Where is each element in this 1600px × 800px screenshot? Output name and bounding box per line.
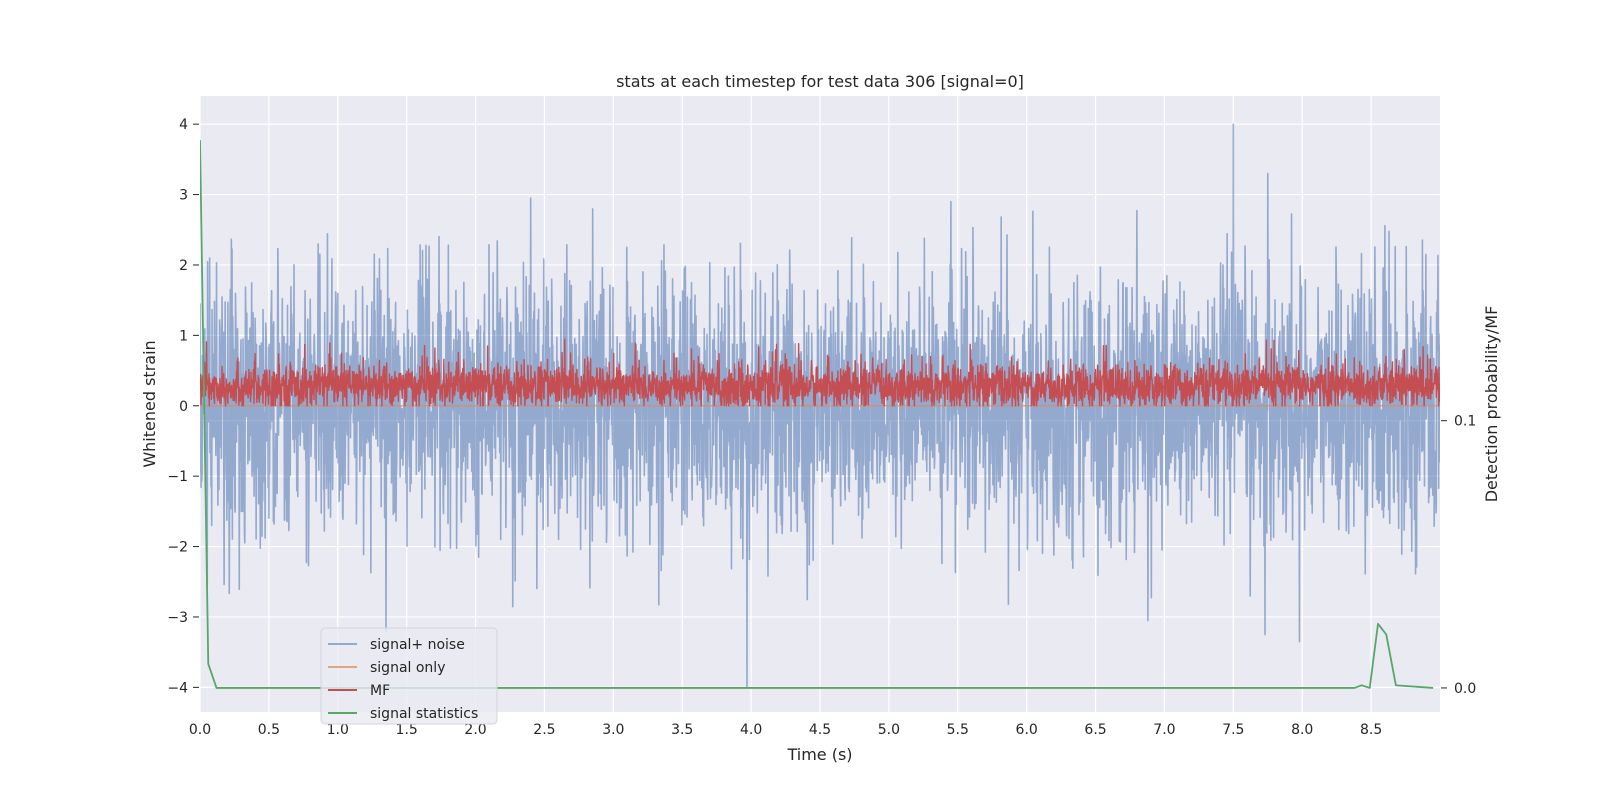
x-tick-label: 4.0 [740,722,762,738]
x-tick-label: 8.0 [1291,722,1313,738]
chart-title: stats at each timestep for test data 306… [616,72,1024,91]
series-line-signal-noise [200,123,1440,689]
legend-box [320,627,498,725]
x-tick-label: 6.0 [1016,722,1038,738]
x-axis-label: Time (s) [786,745,852,764]
legend-label: signal only [370,660,445,676]
y-tick-label: −4 [167,680,188,696]
legend-label: MF [370,683,390,699]
y-tick-label: 3 [179,188,188,204]
x-tick-label: 7.0 [1153,722,1175,738]
y-axis-right: 0.1 0.0 [1441,414,1476,697]
series-line-signal-statistics [200,140,1434,689]
x-tick-label: 6.5 [1084,722,1106,738]
x-tick-label: 3.0 [602,722,624,738]
y-axis-left: 4 3 2 1 0 −1 −2 −3 −4 [167,117,199,696]
x-tick-label: 0.5 [258,722,280,738]
series-line-mf [200,338,1440,407]
x-tick-label: 5.5 [947,722,969,738]
x-tick-label: 1.0 [327,722,349,738]
y2-tick-label: 0.0 [1454,681,1476,697]
series-layer [200,123,1440,689]
y2-tick-label: 0.1 [1454,414,1476,430]
x-tick-label: 5.0 [878,722,900,738]
plot-area [200,123,1440,689]
x-tick-label: 4.5 [809,722,831,738]
y-tick-label: 1 [179,328,188,344]
legend-label: signal+ noise [370,637,465,653]
legend-label: signal statistics [370,706,478,722]
y-tick-label: 2 [179,258,188,274]
y-tick-label: 0 [179,399,188,415]
y2-axis-label: Detection probability/MF [1482,306,1501,503]
x-tick-label: 8.5 [1360,722,1382,738]
y-tick-label: −1 [167,469,188,485]
x-tick-label: 2.5 [533,722,555,738]
y-tick-label: −3 [167,610,188,626]
x-tick-label: 7.5 [1222,722,1244,738]
x-tick-label: 2.0 [464,722,486,738]
x-tick-label: 0.0 [189,722,211,738]
y-axis-label: Whitened strain [140,340,159,467]
y-tick-label: 4 [179,117,188,133]
legend: signal+ noise signal only MF signal statist… [320,627,498,725]
x-axis: 0.0 0.5 1.0 1.5 2.0 2.5 3.0 3.5 4.0 4.5 5.0 5.5 6.0 6… [189,722,1382,738]
x-tick-label: 3.5 [671,722,693,738]
x-tick-label: 1.5 [396,722,418,738]
y-tick-label: −2 [167,540,188,556]
